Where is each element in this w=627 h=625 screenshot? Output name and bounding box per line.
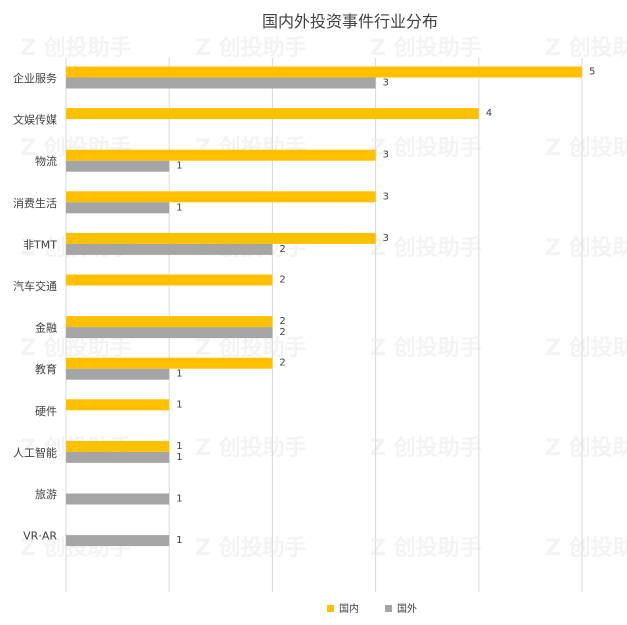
value-label: 1 (176, 452, 182, 463)
watermark-text: Z 创投助手 (195, 536, 307, 561)
watermark-text: Z 创投助手 (370, 436, 482, 461)
bar-foreign (66, 368, 170, 380)
value-label: 2 (279, 327, 285, 338)
bar-foreign (66, 451, 170, 463)
bars (66, 66, 582, 547)
watermark-text: Z 创投助手 (370, 236, 482, 261)
bar-domestic (66, 191, 376, 203)
category-label: 旅游 (35, 487, 57, 501)
value-label: 3 (383, 78, 389, 89)
legend-label-domestic: 国内 (339, 602, 359, 615)
bar-domestic (66, 316, 273, 328)
bar-foreign (66, 202, 170, 214)
value-label: 1 (176, 202, 182, 213)
category-label: 硬件 (35, 405, 57, 418)
value-label: 1 (176, 369, 182, 380)
value-label: 2 (279, 244, 285, 255)
value-label: 2 (279, 316, 285, 327)
category-label: VR·AR (23, 530, 57, 543)
bar-domestic (66, 399, 170, 411)
category-label: 消费生活 (13, 196, 57, 210)
watermark-text: Z 创投助手 (195, 436, 307, 461)
watermark-text: Z 创投助手 (370, 36, 482, 61)
chart-title: 国内外投资事件行业分布 (262, 12, 438, 31)
value-label: 2 (279, 275, 285, 286)
category-label: 金融 (35, 321, 57, 335)
watermark-text: Z 创投助手 (545, 436, 627, 461)
value-label: 1 (176, 535, 182, 546)
legend: 国内 国外 (327, 602, 417, 615)
bar-domestic (66, 357, 273, 369)
watermark-text: Z 创投助手 (20, 336, 132, 361)
bar-foreign (66, 535, 170, 547)
bar-domestic (66, 274, 273, 286)
bar-domestic (66, 440, 170, 452)
bar-foreign (66, 327, 273, 339)
bar-domestic (66, 108, 479, 120)
bar-foreign (66, 243, 273, 255)
watermark-text: Z 创投助手 (545, 36, 627, 61)
bar-domestic (66, 149, 376, 161)
value-label: 1 (176, 494, 182, 505)
category-label: 非TMT (23, 238, 57, 251)
value-label: 5 (589, 67, 595, 78)
value-label: 2 (279, 358, 285, 369)
bar-foreign (66, 493, 170, 505)
value-label: 4 (486, 108, 492, 119)
watermark-text: Z 创投助手 (545, 536, 627, 561)
category-label: 文娱传媒 (13, 113, 57, 127)
watermark-text: Z 创投助手 (370, 336, 482, 361)
watermark-text: Z 创投助手 (370, 536, 482, 561)
value-label: 1 (176, 441, 182, 452)
watermark-text: Z 创投助手 (545, 336, 627, 361)
value-label: 1 (176, 399, 182, 410)
category-label: 教育 (35, 362, 57, 376)
watermark-text: Z 创投助手 (370, 136, 482, 161)
bar-foreign (66, 77, 376, 89)
value-label: 1 (176, 161, 182, 172)
legend-label-foreign: 国外 (397, 603, 417, 615)
watermark-text: Z 创投助手 (545, 236, 627, 261)
value-label: 3 (383, 191, 389, 202)
category-label: 人工智能 (13, 445, 57, 459)
bar-domestic (66, 66, 582, 78)
category-label: 企业服务 (13, 71, 57, 85)
bar-foreign (66, 160, 170, 172)
category-label: 物流 (35, 154, 57, 168)
watermark-text: Z 创投助手 (195, 336, 307, 361)
legend-swatch-domestic (327, 605, 334, 612)
value-label: 3 (383, 150, 389, 161)
legend-swatch-foreign (385, 605, 392, 612)
watermark-text: Z 创投助手 (195, 36, 307, 61)
watermark-text: Z 创投助手 (20, 36, 132, 61)
value-label: 3 (383, 233, 389, 244)
bar-domestic (66, 232, 376, 244)
category-label: 汽车交通 (13, 279, 57, 293)
watermark-text: Z 创投助手 (545, 136, 627, 161)
